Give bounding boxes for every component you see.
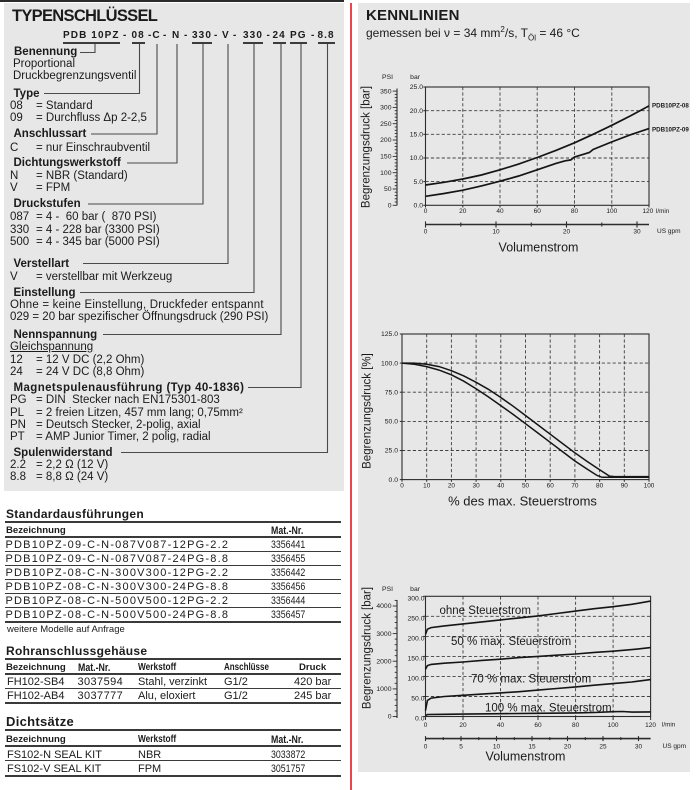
svg-text:300: 300 — [380, 105, 392, 112]
svg-text:50: 50 — [522, 483, 530, 490]
svg-text:0: 0 — [424, 208, 428, 215]
svg-text:100 % max. Steuerstrom: 100 % max. Steuerstrom — [485, 703, 612, 715]
svg-text:20: 20 — [563, 229, 571, 236]
svg-text:4000: 4000 — [376, 603, 391, 610]
svg-text:50: 50 — [384, 186, 392, 193]
svg-text:0.0: 0.0 — [389, 477, 399, 484]
svg-text:60: 60 — [534, 208, 542, 215]
svg-text:125.0: 125.0 — [381, 331, 398, 338]
svg-text:120: 120 — [645, 722, 656, 729]
svg-text:PDB10PZ-08: PDB10PZ-08 — [652, 103, 689, 110]
svg-text:60: 60 — [547, 483, 555, 490]
svg-text:3000: 3000 — [376, 631, 391, 638]
svg-text:Volumenstrom: Volumenstrom — [486, 750, 566, 764]
svg-text:0: 0 — [424, 722, 428, 729]
svg-text:20: 20 — [448, 483, 456, 490]
svg-text:bar: bar — [410, 74, 421, 81]
svg-text:0: 0 — [388, 714, 392, 721]
svg-text:US gpm: US gpm — [657, 228, 680, 235]
svg-text:200.0: 200.0 — [407, 635, 424, 642]
svg-text:60: 60 — [534, 722, 542, 729]
svg-text:20: 20 — [459, 208, 467, 215]
svg-text:PSI: PSI — [382, 586, 393, 593]
svg-text:80: 80 — [571, 208, 579, 215]
svg-text:PSI: PSI — [382, 74, 393, 81]
svg-text:10: 10 — [493, 744, 501, 751]
svg-text:25.0: 25.0 — [410, 84, 423, 91]
svg-text:bar: bar — [410, 586, 421, 593]
svg-text:100.0: 100.0 — [381, 360, 398, 367]
svg-text:Begrenzungsdruck [bar]: Begrenzungsdruck [bar] — [362, 587, 374, 709]
svg-text:0: 0 — [424, 229, 428, 236]
svg-text:20.0: 20.0 — [410, 108, 423, 115]
svg-text:10.0: 10.0 — [410, 155, 423, 162]
svg-text:80: 80 — [596, 483, 604, 490]
svg-text:100: 100 — [608, 722, 619, 729]
svg-text:5: 5 — [459, 744, 463, 751]
svg-text:20: 20 — [564, 744, 572, 751]
svg-text:30: 30 — [635, 744, 643, 751]
svg-text:250.0: 250.0 — [407, 615, 424, 622]
svg-text:100.0: 100.0 — [407, 675, 424, 682]
svg-text:80: 80 — [572, 722, 580, 729]
svg-text:10: 10 — [492, 229, 500, 236]
svg-text:Begrenzungsdruck [%]: Begrenzungsdruck [%] — [362, 353, 374, 469]
svg-text:40: 40 — [497, 722, 505, 729]
svg-text:15: 15 — [528, 744, 536, 751]
svg-text:25.0: 25.0 — [385, 448, 398, 455]
svg-text:40: 40 — [497, 483, 505, 490]
svg-text:250: 250 — [380, 121, 392, 128]
svg-text:25: 25 — [599, 744, 607, 751]
svg-text:150: 150 — [380, 154, 392, 161]
svg-text:1000: 1000 — [376, 686, 391, 693]
svg-text:100: 100 — [644, 483, 655, 490]
svg-text:75.0: 75.0 — [385, 389, 398, 396]
svg-text:15.0: 15.0 — [410, 132, 423, 139]
svg-text:120: 120 — [642, 208, 653, 215]
svg-text:350: 350 — [380, 88, 392, 95]
svg-text:70: 70 — [571, 483, 579, 490]
svg-text:300.0: 300.0 — [407, 595, 424, 602]
svg-text:5.0: 5.0 — [414, 179, 424, 186]
svg-text:100: 100 — [606, 208, 617, 215]
svg-text:10: 10 — [423, 483, 431, 490]
svg-text:l/min: l/min — [662, 722, 676, 729]
svg-text:Begrenzungsdruck [bar]: Begrenzungsdruck [bar] — [361, 86, 373, 208]
svg-text:200: 200 — [380, 137, 392, 144]
svg-text:40: 40 — [496, 208, 504, 215]
svg-text:US gpm: US gpm — [663, 743, 686, 750]
svg-text:PDB10PZ-09: PDB10PZ-09 — [652, 127, 689, 134]
svg-text:30: 30 — [633, 229, 641, 236]
svg-text:0: 0 — [400, 483, 404, 490]
svg-text:100: 100 — [380, 170, 392, 177]
svg-text:50 % max. Steuerstrom: 50 % max. Steuerstrom — [451, 636, 571, 648]
svg-text:50.0: 50.0 — [411, 696, 424, 703]
svg-text:% des max. Steuerstroms: % des max. Steuerstroms — [448, 494, 597, 509]
svg-text:0: 0 — [424, 744, 428, 751]
svg-text:Volumenstrom: Volumenstrom — [499, 241, 579, 255]
svg-text:20: 20 — [459, 722, 467, 729]
svg-text:150.0: 150.0 — [407, 655, 424, 662]
svg-text:l/min: l/min — [656, 208, 670, 215]
svg-text:30: 30 — [473, 483, 481, 490]
svg-text:70 % max. Steuerstrom: 70 % max. Steuerstrom — [471, 674, 591, 686]
svg-text:ohne Steuerstrom: ohne Steuerstrom — [440, 605, 531, 617]
svg-text:0: 0 — [388, 203, 392, 210]
svg-text:50.0: 50.0 — [385, 419, 398, 426]
svg-text:0.0: 0.0 — [415, 716, 425, 723]
svg-text:2000: 2000 — [376, 658, 391, 665]
svg-text:90: 90 — [621, 483, 629, 490]
svg-text:0.0: 0.0 — [414, 203, 424, 210]
